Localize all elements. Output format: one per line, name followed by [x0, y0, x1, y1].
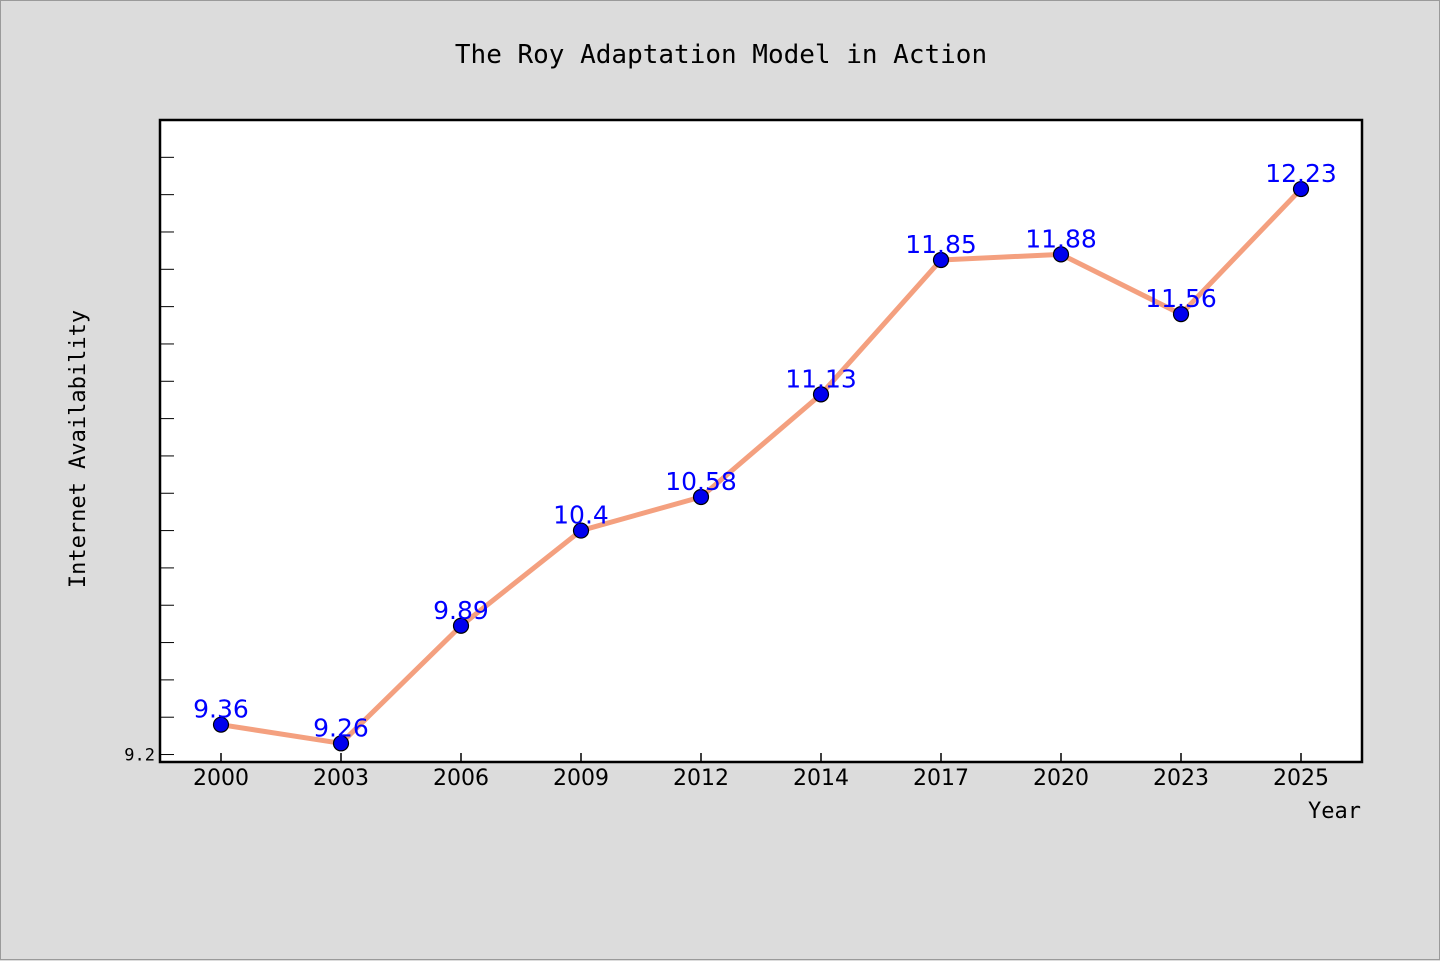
data-label: 11.88 [1025, 224, 1097, 253]
chart-title: The Roy Adaptation Model in Action [455, 40, 987, 70]
y-axis-label: Internet Availability [66, 310, 91, 588]
data-point [1052, 246, 1070, 263]
x-tick-label: 2025 [1273, 766, 1329, 791]
data-label: 10.58 [665, 467, 737, 496]
series-line [218, 186, 1304, 746]
data-point [572, 522, 590, 539]
data-point [812, 386, 830, 403]
x-tick-label: 2009 [553, 766, 609, 791]
x-axis-ticks: 2000 2003 2006 2009 2012 2014 2017 2020 2023 2025 [193, 753, 1329, 791]
data-label: 9.89 [433, 596, 489, 625]
data-label: 12.23 [1265, 159, 1337, 188]
x-tick-label: 2012 [673, 766, 729, 791]
data-point [1172, 305, 1190, 323]
data-point [692, 488, 710, 506]
data-label: 10.4 [553, 501, 609, 530]
x-tick-label: 2000 [193, 766, 249, 791]
x-tick-label: 2014 [793, 766, 849, 791]
data-label: 9.36 [193, 695, 249, 724]
data-label: 11.56 [1145, 284, 1217, 313]
data-label: 11.13 [785, 364, 857, 393]
y-axis-ticks: 9.2 [124, 156, 174, 766]
data-point [332, 735, 350, 752]
x-tick-label: 2003 [313, 766, 369, 791]
x-axis-label: Year [1308, 799, 1361, 824]
x-tick-label: 2020 [1033, 766, 1089, 791]
y-tick-label: 9.2 [124, 746, 155, 766]
data-label: 11.85 [905, 230, 977, 259]
data-point [212, 716, 230, 733]
data-point [1292, 180, 1310, 198]
x-tick-label: 2006 [433, 766, 489, 791]
plot-area [158, 118, 1364, 764]
x-tick-label: 2023 [1153, 766, 1209, 791]
x-tick-label: 2017 [913, 766, 969, 791]
data-point [932, 251, 950, 269]
data-point [452, 617, 470, 634]
data-label: 9.26 [313, 713, 369, 742]
series-layer: 9.36 9.26 9.89 10.4 10.58 11.13 11.85 11.88 11.5… [193, 159, 1337, 752]
